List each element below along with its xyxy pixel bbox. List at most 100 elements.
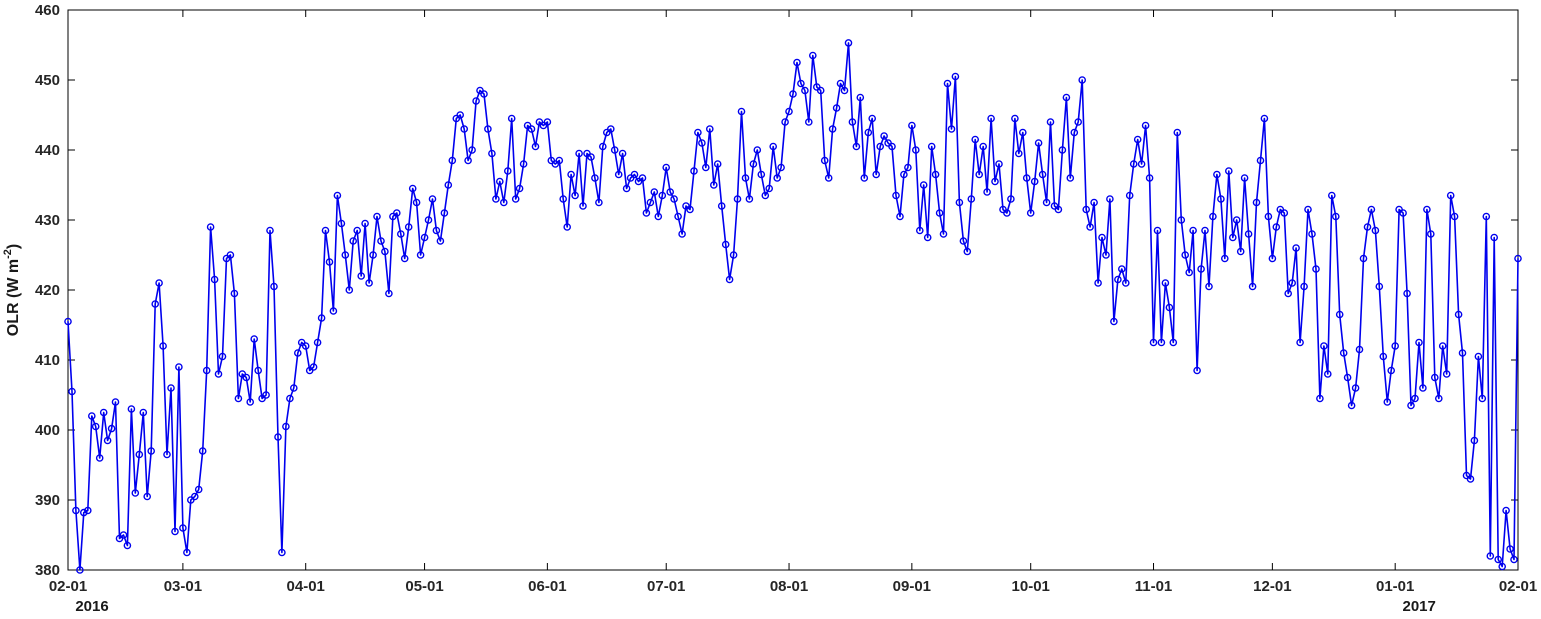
data-point-marker [317, 314, 326, 322]
data-point-marker [1260, 114, 1269, 123]
data-point-marker [333, 191, 342, 200]
data-point-marker [436, 237, 445, 245]
data-point-marker [1066, 174, 1075, 182]
data-point-marker [892, 191, 900, 200]
data-point-marker [492, 195, 500, 203]
y-tick-label: 440 [35, 142, 60, 159]
data-point-marker [888, 142, 896, 151]
data-point-marker [706, 125, 714, 133]
data-point-marker [1129, 160, 1138, 168]
data-point-marker [460, 125, 469, 133]
data-point-marker [88, 412, 96, 420]
data-point-marker [916, 226, 924, 235]
data-point-marker [246, 398, 254, 406]
data-point-marker [68, 387, 76, 396]
data-point-marker [234, 394, 243, 403]
data-point-marker [1355, 345, 1364, 354]
y-tick-label: 460 [35, 2, 60, 19]
data-point-marker [769, 142, 778, 151]
x-tick-label: 04-01 [287, 578, 325, 595]
data-point-marker [495, 177, 504, 186]
data-point-marker [428, 195, 437, 203]
data-point-marker [1173, 128, 1182, 137]
data-point-marker [416, 251, 425, 259]
data-point-marker [607, 125, 615, 133]
data-point-marker [111, 398, 120, 406]
data-point-marker [1110, 317, 1118, 326]
data-point-marker [369, 251, 377, 259]
data-point-marker [365, 279, 373, 287]
data-point-marker [293, 349, 302, 357]
data-point-marker [503, 167, 512, 175]
data-point-marker [757, 170, 766, 179]
x-tick-label: 05-01 [405, 578, 443, 595]
data-point-marker [527, 125, 536, 133]
data-point-marker [1201, 226, 1209, 235]
data-point-marker [1407, 401, 1415, 410]
data-point-marker [1161, 279, 1170, 287]
data-point-marker [1062, 93, 1071, 102]
data-point-marker [95, 454, 104, 462]
data-point-marker [456, 111, 465, 119]
data-point-marker [1431, 373, 1439, 382]
data-point-marker [1383, 398, 1392, 406]
data-point-marker [519, 160, 528, 168]
data-point-marker [1141, 121, 1150, 130]
data-point-marker [801, 86, 809, 95]
data-point-marker [943, 79, 952, 88]
x-tick-label: 01-01 [1376, 578, 1414, 595]
data-point-marker [72, 506, 80, 515]
data-point-marker [777, 163, 785, 172]
data-point-marker [531, 142, 540, 151]
x-tick-label: 03-01 [164, 578, 202, 595]
data-point-marker [749, 160, 758, 168]
data-point-marker [1272, 223, 1281, 231]
data-point-marker [1466, 475, 1475, 483]
data-point-marker [1078, 76, 1086, 84]
data-point-marker [1343, 373, 1352, 382]
data-point-marker [797, 79, 805, 88]
data-point-marker [864, 128, 873, 137]
data-point-marker [214, 370, 223, 378]
data-point-marker [1415, 338, 1423, 347]
data-point-marker [159, 342, 167, 350]
data-point-marker [1280, 209, 1289, 217]
data-point-marker [951, 72, 960, 81]
data-point-marker [511, 195, 520, 203]
data-point-marker [670, 195, 678, 203]
data-point-marker [1058, 146, 1067, 154]
data-point-marker [1102, 251, 1110, 259]
data-point-marker [1339, 349, 1348, 357]
data-point-marker [432, 226, 441, 235]
data-point-marker [674, 212, 682, 221]
data-point-marker [955, 198, 964, 207]
data-point-marker [1296, 338, 1304, 347]
data-point-marker [702, 163, 710, 172]
data-point-marker [1498, 562, 1506, 571]
data-point-marker [337, 219, 346, 228]
data-point-marker [567, 170, 575, 179]
data-point-marker [983, 188, 991, 196]
data-point-marker [876, 142, 885, 151]
data-point-marker [250, 335, 258, 343]
data-point-marker [662, 163, 671, 172]
data-point-marker [1399, 209, 1407, 217]
data-point-marker [741, 174, 750, 182]
data-point-marker [194, 485, 203, 494]
data-point-marker [278, 548, 286, 557]
data-point-marker [852, 142, 861, 151]
data-point-marker [1264, 212, 1273, 221]
data-point-marker [1240, 174, 1249, 182]
data-point-marker [1209, 212, 1217, 221]
data-point-marker [713, 160, 722, 168]
data-point-marker [1371, 226, 1380, 235]
data-point-marker [650, 188, 659, 196]
data-point-marker [468, 146, 476, 154]
data-point-marker [400, 254, 409, 263]
data-point-marker [183, 548, 191, 557]
data-point-marker [844, 39, 853, 47]
data-point-marker [135, 450, 144, 459]
data-point-marker [1403, 289, 1411, 298]
data-point-marker [1133, 135, 1142, 144]
